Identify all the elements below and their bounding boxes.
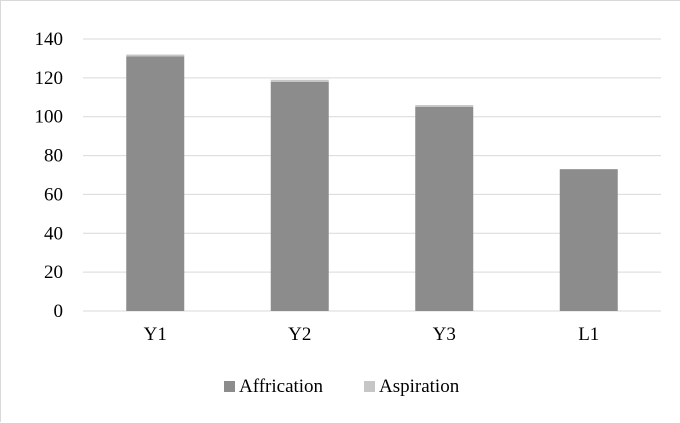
y-tick-label-140: 140 [35, 29, 64, 50]
x-tick-label-y2: Y2 [288, 324, 311, 345]
bars [126, 54, 618, 311]
y-tick-label-20: 20 [44, 262, 63, 283]
bar-affrication-y1 [126, 56, 185, 311]
x-tick-label-y1: Y1 [144, 324, 167, 345]
legend-label-aspiration: Aspiration [379, 376, 460, 397]
bar-affrication-y3 [415, 107, 474, 311]
legend: Affrication Aspiration [224, 376, 460, 397]
bar-affrication-l1 [559, 169, 618, 311]
x-axis-ticks: Y1 Y2 Y3 L1 [144, 324, 600, 345]
y-tick-label-120: 120 [35, 68, 64, 89]
bar-affrication-y2 [270, 81, 329, 311]
y-axis-ticks: 0 20 40 60 80 100 120 140 [35, 29, 64, 322]
y-tick-label-100: 100 [35, 107, 64, 128]
x-tick-label-y3: Y3 [433, 324, 456, 345]
y-tick-label-0: 0 [54, 301, 64, 322]
bar-aspiration-y3 [415, 105, 474, 107]
y-tick-label-40: 40 [44, 223, 63, 244]
x-tick-label-l1: L1 [578, 324, 599, 345]
legend-swatch-aspiration [364, 381, 375, 392]
y-tick-label-80: 80 [44, 146, 63, 167]
bar-aspiration-y1 [126, 54, 185, 57]
legend-swatch-affrication [224, 381, 235, 392]
y-tick-label-60: 60 [44, 184, 63, 205]
bar-aspiration-y2 [270, 79, 329, 82]
legend-label-affrication: Affrication [239, 376, 324, 397]
